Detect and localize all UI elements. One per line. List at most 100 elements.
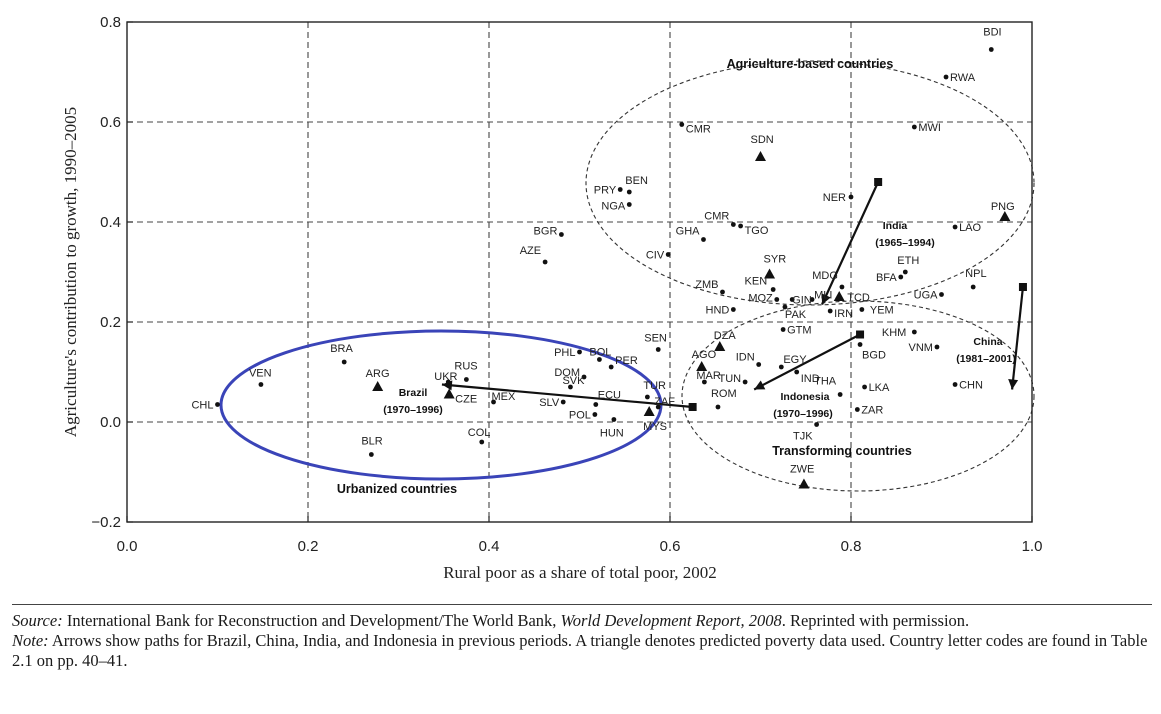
point-label-ven: VEN	[249, 368, 272, 380]
path-label-indonesia-period: (1970–1996)	[773, 408, 833, 420]
axes: 0.0 0.2 0.4 0.6 0.8 1.0 0.8 0.6 0.4 0.2 0.0 −0.2	[91, 14, 1042, 555]
dot-marker-bfa	[898, 274, 904, 280]
point-label-tgo: TGO	[745, 225, 769, 237]
arrow-path-start-square	[856, 330, 865, 339]
dot-marker-chn	[952, 382, 958, 387]
dot-marker-yem	[859, 307, 865, 312]
point-label-rus: RUS	[454, 361, 477, 373]
triangle-marker-tcd	[833, 291, 845, 301]
point-label-cze: CZE	[455, 394, 477, 406]
dot-marker-civ	[665, 252, 671, 257]
dot-marker-irn	[827, 308, 833, 314]
plot-frame	[126, 21, 1033, 523]
x-tick-label: 0.0	[117, 538, 138, 555]
point-label-ecu: ECU	[598, 390, 621, 402]
point-label-blr: BLR	[361, 436, 382, 448]
path-label-brazil-period: (1970–1996)	[383, 404, 443, 416]
dot-marker-blr	[368, 452, 374, 457]
point-label-gha: GHA	[676, 226, 701, 238]
figure-note: Note: Arrows show paths for Brazil, Chin…	[12, 631, 1152, 671]
point-label-tun: TUN	[719, 373, 742, 385]
point-label-hnd: HND	[706, 305, 730, 317]
note-text: Arrows show paths for Brazil, China, Ind…	[12, 631, 1148, 670]
point-label-khm: KHM	[882, 327, 906, 339]
x-tick-label: 0.4	[479, 538, 500, 555]
point-label-phl: PHL	[554, 347, 575, 359]
dot-marker-tur	[644, 394, 650, 400]
arrow-paths	[441, 178, 1027, 411]
point-label-hun: HUN	[600, 428, 624, 440]
dot-marker-col	[479, 439, 485, 445]
point-label-pry: PRY	[594, 185, 617, 197]
dot-marker-bgr	[559, 232, 564, 237]
dot-marker-hun	[611, 417, 617, 422]
x-tick-label: 1.0	[1022, 538, 1043, 555]
dot-marker-mwi	[911, 124, 917, 130]
point-label-ago: AGO	[692, 349, 717, 361]
dot-marker-ken	[770, 287, 776, 292]
triangle-marker-png	[999, 211, 1011, 221]
dot-marker-egy	[778, 364, 784, 370]
point-label-bgd: BGD	[862, 350, 886, 362]
dot-marker-mli	[809, 297, 815, 302]
triangle-marker-sdn	[755, 151, 766, 161]
x-axis-title: Rural poor as a share of total poor, 200…	[443, 563, 717, 582]
point-label-bol: BOL	[589, 347, 611, 359]
dot-marker-ven	[258, 382, 264, 387]
point-label-zwe: ZWE	[790, 464, 814, 476]
arrow-path-start-square	[688, 403, 697, 411]
arrow-path-head	[821, 293, 831, 305]
point-label-lka: LKA	[869, 382, 890, 394]
point-label-zaf: ZAF	[654, 396, 675, 408]
source-text: International Bank for Reconstruction an…	[62, 611, 561, 630]
arrow-path-start-square	[874, 178, 883, 186]
point-label-sen: SEN	[644, 333, 667, 345]
arrow-path-start-square	[1018, 283, 1027, 291]
point-label-mex: MEX	[492, 391, 517, 403]
point-label-civ: CIV	[646, 250, 665, 262]
dot-marker-idn	[756, 362, 762, 367]
point-label-tjk: TJK	[793, 431, 813, 443]
dot-marker-lka	[862, 384, 867, 390]
x-tick-label: 0.2	[298, 538, 319, 555]
arrow-path-line	[441, 383, 693, 409]
grid-lines	[127, 22, 1032, 522]
point-label-uga: UGA	[914, 290, 939, 302]
point-label-dza: DZA	[714, 330, 737, 342]
dot-marker-slv	[560, 399, 566, 405]
arrow-path-line	[753, 333, 861, 391]
dot-marker-bgd	[857, 342, 863, 347]
dot-marker-pak	[782, 304, 788, 310]
point-label-gin: GIN	[792, 295, 812, 307]
y-tick-label: 0.6	[100, 114, 121, 131]
source-tail: . Reprinted with permission.	[781, 611, 970, 630]
source-label: Source:	[12, 611, 63, 630]
dot-marker-mar	[701, 379, 707, 385]
y-tick-label: 0.4	[100, 214, 121, 231]
dot-marker-phl	[577, 349, 582, 355]
dot-marker-zar	[854, 407, 860, 412]
point-label-ken: KEN	[745, 276, 768, 288]
dot-marker-tgo	[738, 223, 743, 229]
dot-marker-nga	[626, 202, 632, 207]
dot-marker-ben	[626, 189, 632, 195]
group-label-agriculture: Agriculture-based countries	[727, 57, 894, 71]
path-label-brazil-name: Brazil	[399, 387, 428, 399]
dot-marker-gin	[789, 297, 795, 302]
point-label-bdi: BDI	[983, 27, 1001, 39]
dot-marker-cmr	[730, 222, 736, 227]
figure-footer: Source: International Bank for Reconstru…	[12, 604, 1152, 671]
point-label-moz: MOZ	[748, 293, 773, 305]
dot-marker-uga	[939, 292, 944, 297]
point-label-pol: POL	[569, 410, 591, 422]
x-tick-label: 0.6	[660, 538, 681, 555]
point-label-ben: BEN	[625, 175, 648, 187]
scatter-chart: 0.0 0.2 0.4 0.6 0.8 1.0 0.8 0.6 0.4 0.2 0.0 −0.2 BD…	[61, 14, 1042, 582]
point-label-zmb: ZMB	[695, 279, 718, 291]
note-label: Note:	[12, 631, 49, 650]
point-label-egy: EGY	[783, 354, 807, 366]
point-label-pak: PAK	[785, 309, 807, 321]
transforming-ellipse	[681, 300, 1035, 492]
dot-marker-zaf	[655, 404, 661, 410]
point-label-per: PER	[615, 355, 638, 367]
